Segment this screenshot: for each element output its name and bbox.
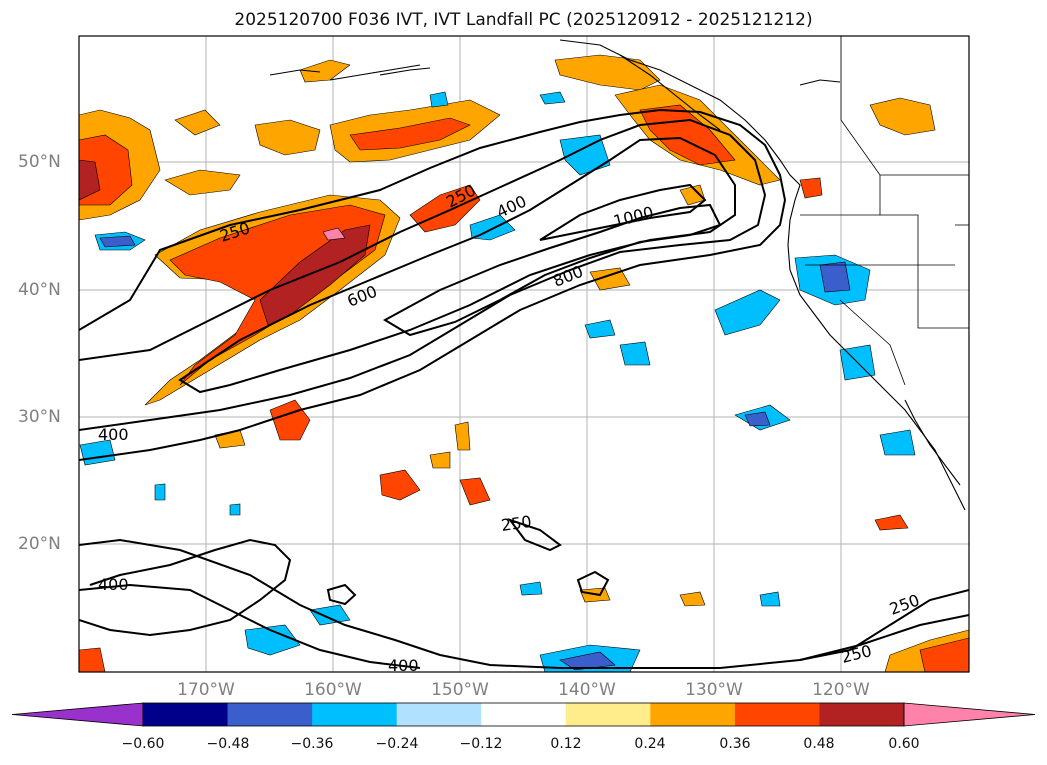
borders bbox=[800, 36, 969, 386]
colorbar-tick-label: 0.48 bbox=[803, 736, 835, 752]
colorbar-extend-high bbox=[903, 702, 1036, 727]
colorbar-frame bbox=[142, 702, 905, 727]
map-border bbox=[78, 35, 970, 673]
contour-label: 400 bbox=[388, 656, 419, 675]
lon-label: 140°W bbox=[558, 680, 616, 700]
colorbar-tick-label: −0.48 bbox=[206, 736, 250, 752]
colorbar-segment bbox=[819, 703, 905, 726]
colorbar-tick-label: 0.12 bbox=[550, 736, 582, 752]
lon-label: 160°W bbox=[304, 680, 362, 700]
lon-label: 130°W bbox=[685, 680, 743, 700]
colorbar-tick-label: −0.60 bbox=[121, 736, 165, 752]
colorbar-tick-label: −0.36 bbox=[290, 736, 334, 752]
colorbar-segment bbox=[734, 703, 820, 726]
colorbar-segment bbox=[396, 703, 482, 726]
coastlines bbox=[269, 39, 966, 511]
colorbar-segment bbox=[312, 703, 398, 726]
lon-label: 120°W bbox=[812, 680, 870, 700]
negative-anomaly-fill bbox=[79, 91, 916, 672]
colorbar-tick-label: 0.24 bbox=[634, 736, 666, 752]
colorbar-segment bbox=[481, 703, 567, 726]
map-title: 2025120700 F036 IVT, IVT Landfall PC (20… bbox=[234, 10, 813, 30]
colorbar-tick-label: 0.36 bbox=[719, 736, 751, 752]
colorbar-tick-label: −0.12 bbox=[459, 736, 503, 752]
contour-label: 400 bbox=[98, 425, 129, 444]
colorbar-tick-label: −0.24 bbox=[375, 736, 419, 752]
lon-label: 150°W bbox=[431, 680, 489, 700]
contour-label: 250 bbox=[500, 512, 533, 535]
ivt-contours bbox=[79, 108, 969, 669]
lat-label: 50°N bbox=[18, 152, 61, 172]
colorbar-segment bbox=[227, 703, 313, 726]
colorbar bbox=[11, 702, 1036, 727]
colorbar-segment bbox=[650, 703, 736, 726]
lat-label: 40°N bbox=[18, 280, 61, 300]
colorbar-extend-low bbox=[11, 702, 144, 727]
colorbar-segment bbox=[565, 703, 651, 726]
lat-label: 20°N bbox=[18, 534, 61, 554]
map-content: 250 250 400 1000 800 600 400 400 250 250… bbox=[79, 36, 969, 675]
lat-label: 30°N bbox=[18, 407, 61, 427]
colorbar-tick-label: 0.60 bbox=[888, 736, 920, 752]
lon-label: 170°W bbox=[177, 680, 235, 700]
colorbar-segment bbox=[143, 703, 229, 726]
contour-label: 400 bbox=[98, 575, 129, 594]
